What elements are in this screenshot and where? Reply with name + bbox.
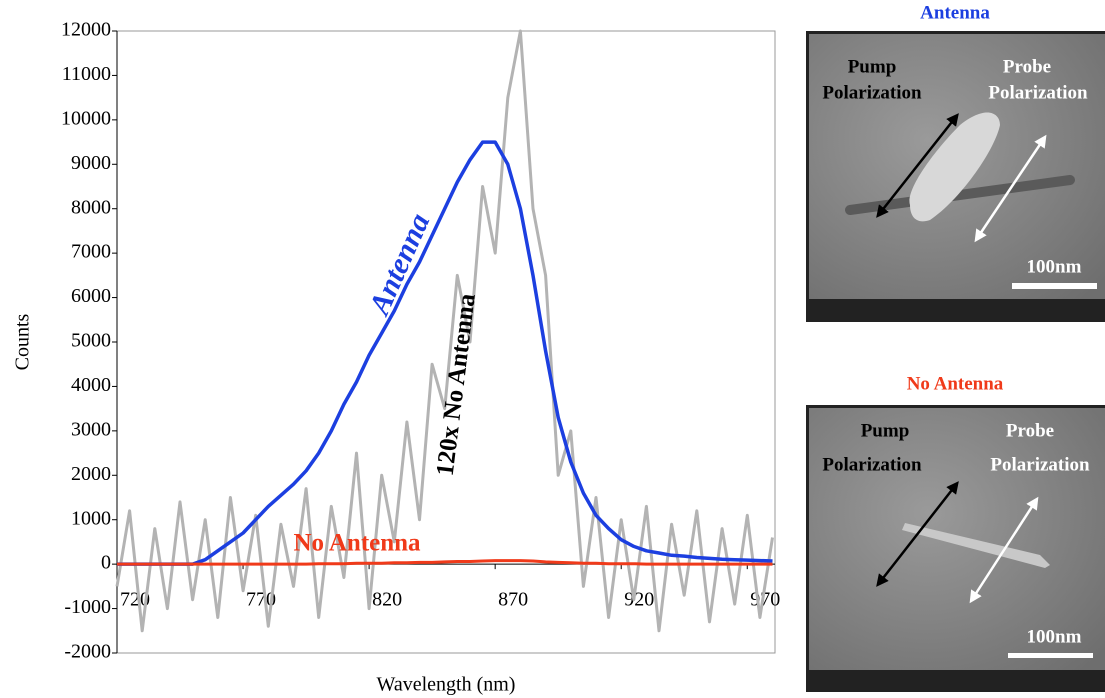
y-tick-label: 6000	[71, 285, 111, 307]
x-tick-label: 770	[246, 589, 276, 611]
y-tick-label: 9000	[71, 152, 111, 174]
y-tick-label: -2000	[64, 641, 111, 663]
y-tick-label: 5000	[71, 330, 111, 352]
probe-label: Probe	[1006, 420, 1054, 441]
pump-label: Pump	[861, 420, 910, 441]
probe-label: Polarization	[990, 454, 1090, 475]
y-tick-label: 7000	[71, 241, 111, 263]
scale-label: 100nm	[1027, 626, 1082, 647]
y-tick-label: 12000	[61, 19, 111, 41]
pump-label: Polarization	[822, 82, 922, 103]
x-axis-label: Wavelength (nm)	[377, 674, 516, 696]
x-tick-label: 920	[624, 589, 654, 611]
y-tick-label: 3000	[71, 418, 111, 440]
probe-label: Probe	[1003, 56, 1051, 77]
panel-title: Antenna	[920, 2, 990, 23]
x-tick-label: 720	[120, 589, 150, 611]
y-tick-label: 2000	[71, 463, 111, 485]
series-label: No Antenna	[293, 530, 421, 557]
probe-label: Polarization	[988, 82, 1088, 103]
pump-arrow	[876, 481, 959, 587]
y-tick-label: -1000	[64, 596, 111, 618]
series-line	[117, 140, 773, 566]
plot-frame	[116, 30, 776, 654]
scale-bar	[1008, 653, 1093, 658]
series-line	[115, 29, 774, 633]
pump-label: Pump	[848, 56, 897, 77]
sem-panel: Antenna Pump Polarization Probe Polariza…	[806, 2, 1105, 322]
pump-label: Polarization	[822, 454, 922, 475]
series-line	[117, 559, 773, 566]
sem-panel: No Antenna Pump Polarization Probe Polar…	[806, 373, 1105, 692]
y-tick-label: 4000	[71, 374, 111, 396]
y-tick-label: 8000	[71, 196, 111, 218]
y-axis-label: Counts	[12, 313, 34, 370]
probe-arrow	[974, 134, 1047, 243]
scale-bar	[1012, 283, 1097, 289]
y-tick-label: 0	[101, 552, 111, 574]
series-label: Antenna	[362, 208, 436, 321]
plot: -2000 -1000 0 1000 2000 3000 4000 5000 6000 7000 8…	[61, 19, 780, 663]
pump-arrow	[876, 113, 959, 218]
scale-label: 100nm	[1027, 256, 1082, 277]
y-tick-label: 1000	[71, 507, 111, 529]
x-tick-label: 870	[498, 589, 528, 611]
y-tick-label: 11000	[62, 63, 111, 85]
panel-title: No Antenna	[907, 373, 1004, 394]
probe-arrow	[969, 496, 1039, 604]
x-tick-label: 820	[372, 589, 402, 611]
y-tick-label: 10000	[61, 107, 111, 129]
